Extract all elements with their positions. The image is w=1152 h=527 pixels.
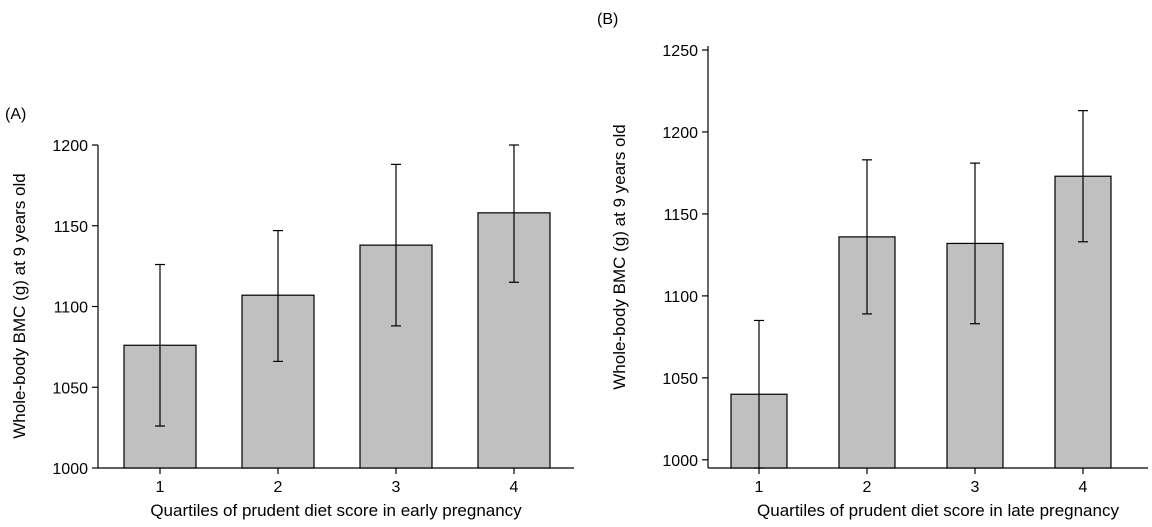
chart-panel-a: (A) 1000 1050 1100 1150 1200 1 2 3 4 Quartiles of …: [5, 106, 574, 520]
chart-panel-b: (B) 1000 1050 1100 1150 1200 1250 1 2 3 4 Quartiles…: [597, 11, 1148, 520]
y-tick-label: 1000: [662, 453, 698, 470]
x-axis-label: Quartiles of prudent diet score in early…: [150, 501, 522, 520]
y-axis-label: Whole-body BMC (g) at 9 years old: [610, 124, 629, 390]
y-tick-label: 1000: [52, 461, 88, 478]
panel-label: (B): [597, 11, 618, 28]
panel-label: (A): [5, 106, 26, 123]
x-tick-label: 1: [156, 479, 165, 496]
x-tick-label: 2: [274, 479, 283, 496]
y-tick-label: 1050: [662, 371, 698, 388]
x-axis-label: Quartiles of prudent diet score in late …: [757, 501, 1119, 520]
x-tick-label: 2: [863, 479, 872, 496]
bar-2: [838, 236, 896, 469]
y-tick-label: 1100: [54, 300, 89, 317]
x-tick-label: 3: [392, 479, 401, 496]
y-axis-label: Whole-body BMC (g) at 9 years old: [10, 173, 29, 439]
y-tick-label: 1200: [662, 125, 698, 142]
y-tick-label: 1100: [664, 289, 699, 306]
x-tick-label: 3: [971, 479, 980, 496]
y-tick-label: 1200: [52, 138, 88, 155]
x-tick-label: 1: [755, 479, 764, 496]
x-tick-label: 4: [1079, 479, 1088, 496]
y-tick-label: 1150: [54, 219, 89, 236]
y-tick-label: 1250: [662, 43, 698, 60]
y-tick-label: 1150: [664, 207, 699, 224]
x-tick-label: 4: [510, 479, 519, 496]
y-tick-label: 1050: [52, 380, 88, 397]
